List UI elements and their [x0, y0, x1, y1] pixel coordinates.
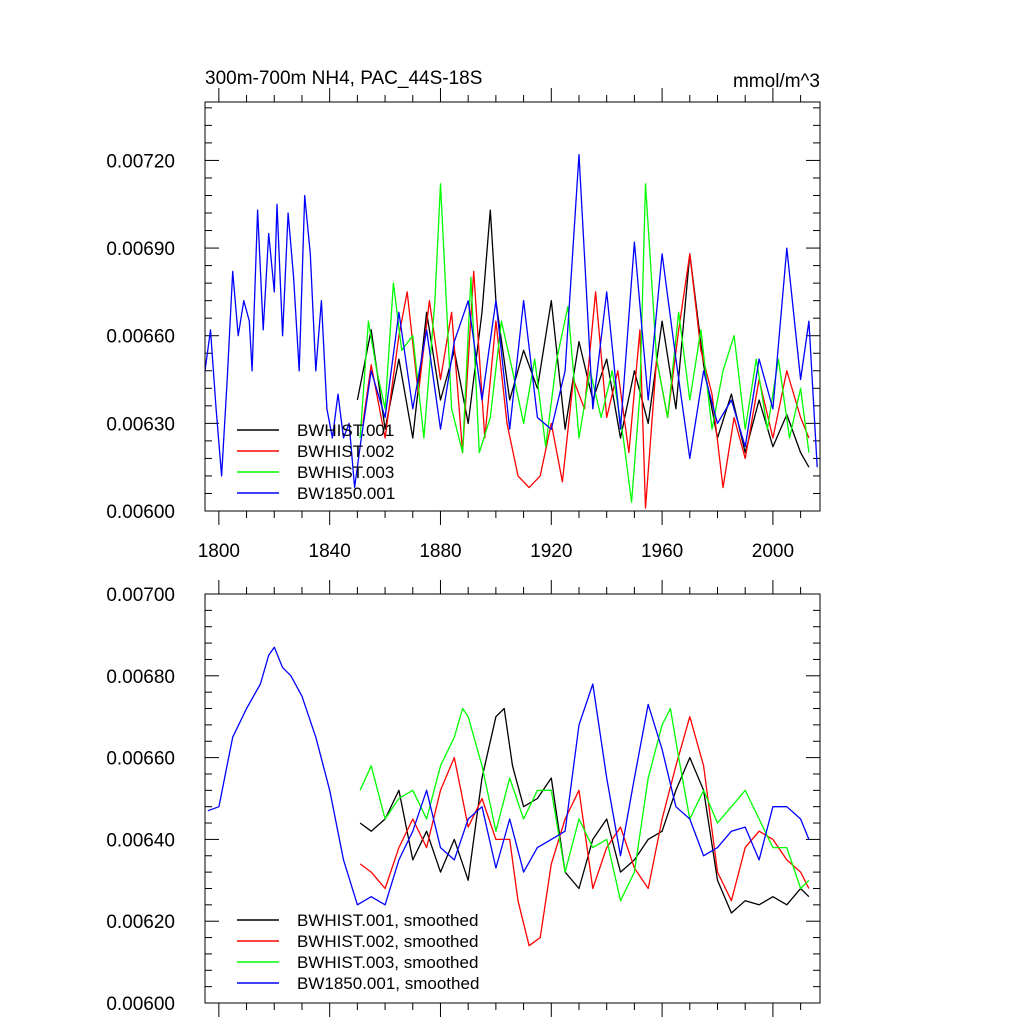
top-x-tick-label: 1920: [530, 541, 572, 562]
top-plot-frame: [204, 101, 821, 512]
top-y-tick-label: 0.00630: [106, 414, 175, 435]
bottom-panel: 0.00600 0.00620 0.00640 0.00660 0.00680 0.007…: [106, 580, 821, 1017]
bottom-y-tick-label: 0.00600: [106, 994, 175, 1015]
top-chart-units: mmol/m^3: [733, 71, 820, 92]
top-x-tick-label: 1880: [419, 541, 461, 562]
top-y-tick-label: 0.00690: [106, 239, 175, 260]
bottom-legend-label: BW1850.001, smoothed: [297, 974, 479, 993]
bottom-y-tick-label: 0.00640: [106, 830, 175, 851]
top-x-tick-label: 2000: [752, 541, 794, 562]
top-x-tick-label: 1800: [198, 541, 240, 562]
top-legend-label: BWHIST.001: [297, 421, 394, 440]
bottom-series-line-bwhist-001: [359, 707, 810, 914]
bottom-plot-frame: [204, 593, 821, 1004]
top-legend-label: BW1850.001: [297, 484, 395, 503]
top-legend-label: BWHIST.002: [297, 442, 394, 461]
bottom-y-tick-label: 0.00680: [106, 667, 175, 688]
top-x-tick-label: 1960: [641, 541, 683, 562]
bottom-y-tick-label: 0.00660: [106, 749, 175, 770]
bottom-y-tick-label: 0.00700: [106, 585, 175, 606]
top-panel: 300m-700m NH4, PAC_44S-18S mmol/m^3 1800…: [106, 68, 821, 562]
top-series-line-bwhist-002: [362, 253, 810, 509]
bottom-legend-label: BWHIST.002, smoothed: [297, 932, 478, 951]
bottom-legend-label: BWHIST.003, smoothed: [297, 953, 478, 972]
top-y-tick-label: 0.00660: [106, 327, 175, 348]
top-series-line-bw1850-001: [204, 153, 818, 489]
top-series-line-bwhist-003: [359, 183, 810, 503]
top-x-tick-label: 1840: [309, 541, 351, 562]
bottom-legend-label: BWHIST.001, smoothed: [297, 911, 478, 930]
bottom-y-tick-label: 0.00620: [106, 912, 175, 933]
top-y-tick-label: 0.00720: [106, 151, 175, 172]
top-legend-label: BWHIST.003: [297, 463, 394, 482]
bottom-series-line-bwhist-002: [359, 716, 810, 947]
bottom-series-line-bwhist-003: [359, 707, 810, 902]
bottom-series-line-bw1850-001: [207, 646, 810, 906]
top-chart-title: 300m-700m NH4, PAC_44S-18S: [205, 68, 482, 89]
top-y-tick-label: 0.00600: [106, 502, 175, 523]
